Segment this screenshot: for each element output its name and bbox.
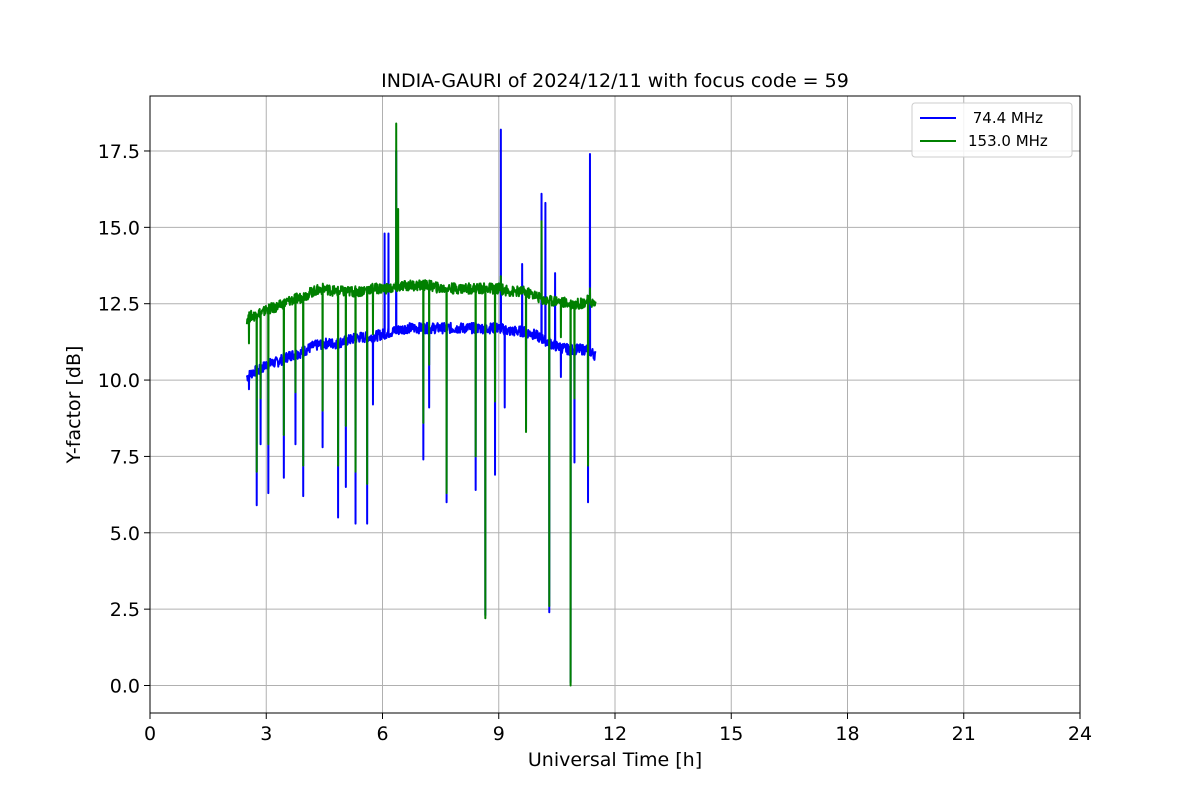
legend-label: 153.0 MHz (968, 132, 1048, 150)
legend-label: 74.4 MHz (968, 109, 1043, 127)
plot-area (245, 122, 597, 687)
y-axis-label: Y-factor [dB] (63, 346, 85, 465)
y-tick-label: 5.0 (110, 523, 140, 545)
x-tick-label: 21 (952, 723, 976, 745)
y-tick-label: 7.5 (110, 446, 140, 468)
x-tick-label: 3 (260, 723, 272, 745)
x-tick-label: 6 (376, 723, 388, 745)
legend-box (911, 102, 1073, 158)
x-tick-label: 18 (835, 723, 859, 745)
y-tick-label: 15.0 (98, 217, 140, 239)
x-tick-label: 15 (719, 723, 743, 745)
legend: 74.4 MHz 153.0 MHz (911, 102, 1073, 158)
x-axis: 0 3 6 9 12 15 18 21 24 (144, 713, 1092, 745)
y-tick-label: 0.0 (110, 676, 140, 698)
y-tick-label: 12.5 (98, 294, 140, 316)
chart-title: INDIA-GAURI of 2024/12/11 with focus cod… (381, 70, 849, 92)
y-tick-label: 10.0 (98, 370, 140, 392)
y-tick-label: 17.5 (98, 141, 140, 163)
x-tick-label: 12 (603, 723, 627, 745)
x-tick-label: 24 (1068, 723, 1092, 745)
series-line-2 (245, 122, 597, 687)
y-tick-label: 2.5 (110, 599, 140, 621)
x-tick-label: 0 (144, 723, 156, 745)
y-axis: 0.0 2.5 5.0 7.5 10.0 12.5 15.0 17.5 (98, 141, 150, 698)
x-tick-label: 9 (493, 723, 505, 745)
x-axis-label: Universal Time [h] (528, 749, 702, 771)
